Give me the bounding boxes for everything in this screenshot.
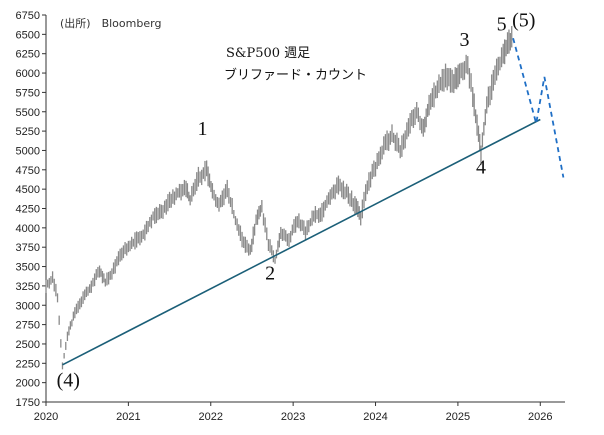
- x-tick-label: 2024: [363, 411, 387, 423]
- y-tick-label: 2500: [16, 339, 40, 351]
- x-tick-label: 2021: [116, 411, 140, 423]
- y-tick-label: 3000: [16, 300, 40, 312]
- wave-label: (4): [57, 370, 80, 392]
- y-tick-label: 5250: [16, 126, 40, 138]
- y-tick-label: 5750: [16, 87, 40, 99]
- wave-label: 1: [198, 118, 208, 140]
- y-tick-label: 5500: [16, 107, 40, 119]
- y-tick-label: 6500: [16, 29, 40, 41]
- y-tick-label: 4000: [16, 223, 40, 235]
- y-tick-label: 4750: [16, 165, 40, 177]
- y-tick-label: 3750: [16, 242, 40, 254]
- chart-ticks: 1750 2000 2250 2500 2750 3000 3250 3500 3750 4000…: [16, 10, 553, 423]
- projection-line: [512, 37, 565, 178]
- wave-label: 4: [476, 157, 486, 179]
- y-tick-label: 4500: [16, 184, 40, 196]
- source-label: (出所) Bloomberg: [60, 16, 161, 30]
- wave-label: 3: [459, 29, 469, 51]
- y-tick-label: 4250: [16, 204, 40, 216]
- y-tick-label: 2750: [16, 320, 40, 332]
- y-tick-label: 6750: [16, 10, 40, 22]
- wave-labels: 1 2 3 4 5 (5) (4): [57, 10, 536, 392]
- y-tick-label: 3500: [16, 262, 40, 274]
- x-tick-label: 2025: [446, 411, 470, 423]
- y-tick-label: 3250: [16, 281, 40, 293]
- x-tick-label: 2022: [199, 411, 223, 423]
- y-tick-label: 2250: [16, 358, 40, 370]
- wave-label: (5): [512, 10, 535, 32]
- y-tick-label: 6250: [16, 49, 40, 61]
- x-tick-label: 2026: [528, 411, 552, 423]
- chart-series: [45, 26, 565, 370]
- wave-label: 5: [497, 13, 507, 35]
- wave-label: 2: [265, 263, 275, 285]
- chart-title: S&P500 週足: [226, 46, 310, 61]
- x-tick-label: 2020: [34, 411, 58, 423]
- x-tick-label: 2023: [281, 411, 305, 423]
- y-tick-label: 5000: [16, 145, 40, 157]
- y-tick-label: 2000: [16, 378, 40, 390]
- chart-subtitle: ブリファード・カウント: [224, 67, 367, 83]
- y-tick-label: 1750: [16, 397, 40, 409]
- trendline: [62, 118, 541, 366]
- y-tick-label: 6000: [16, 68, 40, 80]
